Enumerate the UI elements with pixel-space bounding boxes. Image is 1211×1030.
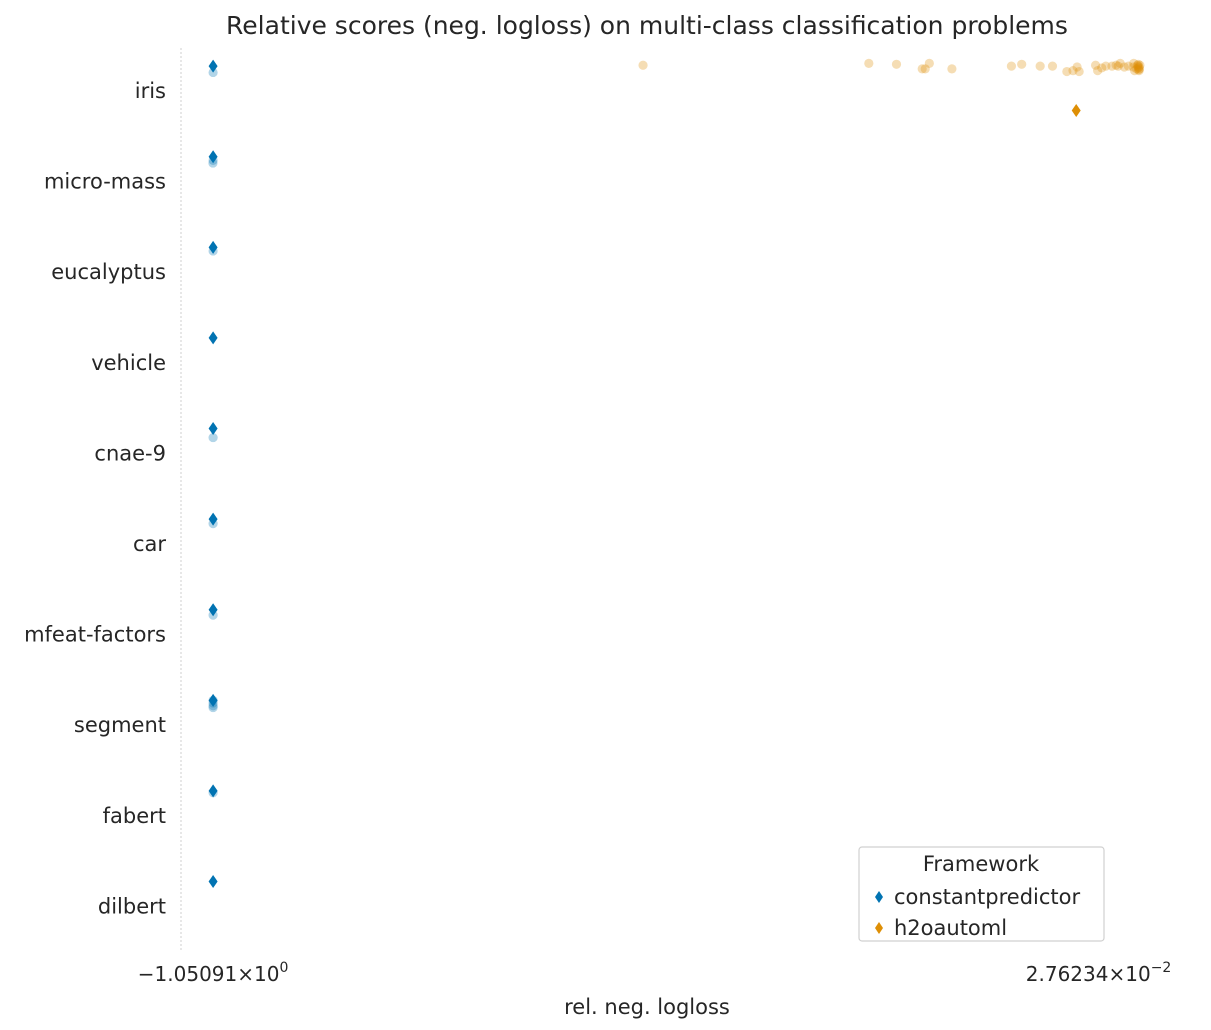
scatter-point-h2oautoml: [1133, 63, 1143, 73]
y-tick-label: micro-mass: [44, 170, 166, 194]
scatter-point-h2oautoml: [1132, 64, 1142, 74]
y-tick-label: eucalyptus: [51, 260, 166, 284]
legend-title: Framework: [923, 852, 1040, 876]
scatter-point-h2oautoml: [1135, 60, 1145, 70]
y-tick-label: dilbert: [98, 894, 166, 918]
y-tick-label: iris: [135, 79, 166, 103]
x-axis-label: rel. neg. logloss: [564, 995, 730, 1019]
scatter-point-h2oautoml: [1097, 63, 1107, 73]
scatter-point-h2oautoml: [891, 59, 902, 69]
scatter-point-h2oautoml: [1111, 60, 1121, 70]
y-tick-label: cnae-9: [94, 441, 166, 465]
scatter-point-h2oautoml: [1133, 59, 1143, 69]
scatter-point-h2oautoml: [1113, 61, 1123, 71]
scatter-point-h2oautoml: [1119, 62, 1129, 72]
median-marker-constantpredictor: [208, 693, 218, 707]
y-tick-label: segment: [74, 713, 166, 737]
median-marker-constantpredictor: [208, 784, 218, 798]
scatter-point-h2oautoml: [1062, 66, 1072, 77]
legend-label: h2oautoml: [894, 916, 1007, 940]
median-marker-constantpredictor: [208, 59, 218, 73]
legend-marker-h2oautoml: [875, 922, 883, 934]
scatter-point-h2oautoml: [1123, 61, 1134, 71]
scatter-point-constantpredictor: [208, 432, 218, 443]
median-marker-constantpredictor: [208, 331, 218, 345]
scatter-point-h2oautoml: [1068, 66, 1078, 76]
scatter-point-h2oautoml: [924, 58, 934, 69]
scatter-point-h2oautoml: [1017, 59, 1027, 69]
scatter-point-h2oautoml: [1006, 61, 1017, 71]
scatter-point-h2oautoml: [1107, 61, 1117, 71]
scatter-point-h2oautoml: [1074, 66, 1084, 77]
median-marker-constantpredictor: [208, 512, 218, 526]
scatter-point-h2oautoml: [1035, 61, 1045, 71]
legend-box: [858, 846, 1105, 942]
median-markers: [208, 59, 1081, 889]
legend-entries: constantpredictor h2oautoml: [875, 885, 1081, 940]
median-marker-h2oautoml: [1071, 104, 1081, 118]
median-marker-constantpredictor: [208, 875, 218, 889]
scatter-point-h2oautoml: [1133, 61, 1143, 71]
y-tick-label: fabert: [103, 804, 166, 828]
scatter-point-h2oautoml: [1134, 65, 1144, 75]
median-marker-constantpredictor: [208, 240, 218, 254]
scatter-point-h2oautoml: [1101, 61, 1111, 71]
median-marker-constantpredictor: [208, 603, 218, 617]
scatter-point-h2oautoml: [1090, 60, 1101, 70]
scatter-points: [208, 58, 1145, 798]
scatter-point-h2oautoml: [638, 60, 648, 70]
x-tick-label: 2.76234×10−2: [1026, 960, 1172, 986]
y-tick-label: mfeat-factors: [24, 623, 166, 647]
median-marker-constantpredictor: [208, 422, 218, 436]
legend-label: constantpredictor: [894, 885, 1081, 909]
scatter-point-h2oautoml: [1134, 62, 1144, 72]
scatter-point-h2oautoml: [1134, 64, 1145, 74]
scatter-point-h2oautoml: [920, 64, 930, 74]
scatter-point-h2oautoml: [1129, 58, 1139, 69]
median-marker-constantpredictor: [208, 150, 218, 164]
scatter-point-h2oautoml: [1093, 66, 1103, 76]
scatter-point-constantpredictor: [208, 158, 218, 168]
scatter-point-h2oautoml: [947, 64, 957, 74]
chart-title: Relative scores (neg. logloss) on multi-…: [226, 11, 1068, 40]
scatter-point-h2oautoml: [1072, 62, 1082, 72]
scatter-point-h2oautoml: [864, 58, 874, 69]
y-axis-labels: iris micro-mass eucalyptus vehicle cnae-9 car…: [24, 79, 166, 918]
scatter-point-h2oautoml: [1132, 60, 1143, 70]
x-tick-label: −1.05091×100: [138, 960, 289, 986]
scatter-point-h2oautoml: [917, 64, 927, 74]
y-tick-label: car: [133, 532, 166, 556]
x-axis-ticks: −1.05091×100 2.76234×10−2: [138, 960, 1172, 986]
scatter-point-h2oautoml: [1134, 66, 1144, 76]
legend: Framework constantpredictor h2oautoml: [858, 846, 1105, 942]
scatter-point-constantpredictor: [208, 702, 218, 713]
scatter-point-h2oautoml: [1047, 61, 1058, 71]
scatter-point-h2oautoml: [1115, 58, 1125, 69]
scatter-point-h2oautoml: [1129, 66, 1140, 76]
legend-marker-constantpredictor: [875, 891, 883, 903]
y-tick-label: vehicle: [91, 351, 166, 375]
scatter-point-h2oautoml: [1128, 62, 1138, 72]
